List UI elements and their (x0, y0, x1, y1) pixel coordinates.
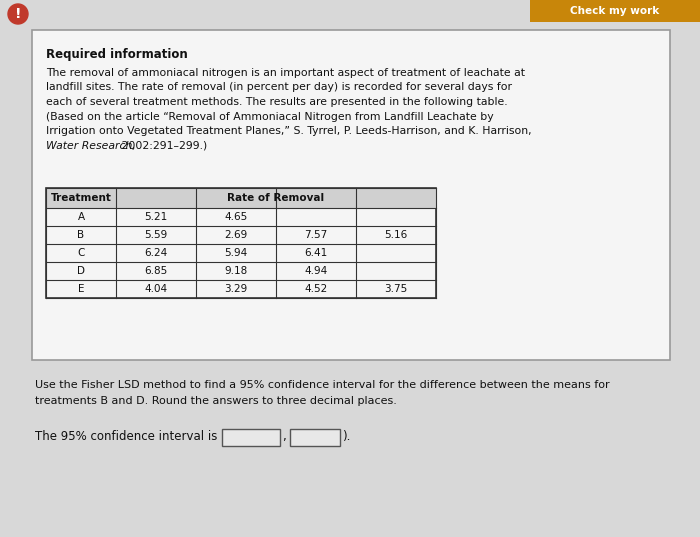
Text: Irrigation onto Vegetated Treatment Planes,” S. Tyrrel, P. Leeds-Harrison, and K: Irrigation onto Vegetated Treatment Plan… (46, 126, 531, 136)
Text: 6.24: 6.24 (144, 248, 167, 258)
FancyBboxPatch shape (530, 0, 700, 22)
Text: Check my work: Check my work (570, 6, 659, 16)
Text: 4.94: 4.94 (304, 266, 328, 276)
Text: Use the Fisher LSD method to find a 95% confidence interval for the difference b: Use the Fisher LSD method to find a 95% … (35, 380, 610, 390)
Text: 5.21: 5.21 (144, 212, 167, 222)
Text: 5.94: 5.94 (225, 248, 248, 258)
Text: A: A (78, 212, 85, 222)
Text: 4.65: 4.65 (225, 212, 248, 222)
FancyBboxPatch shape (290, 429, 340, 446)
FancyBboxPatch shape (46, 188, 436, 208)
FancyBboxPatch shape (32, 30, 670, 360)
Text: Water Research,: Water Research, (46, 141, 136, 150)
Text: 7.57: 7.57 (304, 230, 328, 240)
Text: B: B (78, 230, 85, 240)
Text: (Based on the article “Removal of Ammoniacal Nitrogen from Landfill Leachate by: (Based on the article “Removal of Ammoni… (46, 112, 494, 121)
Text: C: C (77, 248, 85, 258)
FancyBboxPatch shape (46, 188, 436, 298)
Text: 2002:291–299.): 2002:291–299.) (118, 141, 207, 150)
Text: !: ! (15, 7, 21, 21)
Text: each of several treatment methods. The results are presented in the following ta: each of several treatment methods. The r… (46, 97, 508, 107)
Text: 5.16: 5.16 (384, 230, 407, 240)
Text: 4.52: 4.52 (304, 284, 328, 294)
Text: 6.85: 6.85 (144, 266, 167, 276)
Text: The removal of ammoniacal nitrogen is an important aspect of treatment of leacha: The removal of ammoniacal nitrogen is an… (46, 68, 525, 78)
Text: Rate of Removal: Rate of Removal (228, 193, 325, 203)
Text: 3.75: 3.75 (384, 284, 407, 294)
Text: ,: , (282, 430, 286, 443)
Text: ).: ). (342, 430, 351, 443)
Text: treatments B and D. Round the answers to three decimal places.: treatments B and D. Round the answers to… (35, 396, 397, 406)
Text: 4.04: 4.04 (144, 284, 167, 294)
Text: 5.59: 5.59 (144, 230, 167, 240)
Text: D: D (77, 266, 85, 276)
Text: The 95% confidence interval is (: The 95% confidence interval is ( (35, 430, 225, 443)
Text: 3.29: 3.29 (225, 284, 248, 294)
Circle shape (8, 4, 28, 24)
Text: 6.41: 6.41 (304, 248, 328, 258)
Text: 9.18: 9.18 (225, 266, 248, 276)
Text: landfill sites. The rate of removal (in percent per day) is recorded for several: landfill sites. The rate of removal (in … (46, 83, 512, 92)
Text: E: E (78, 284, 84, 294)
Text: 2.69: 2.69 (225, 230, 248, 240)
Text: Treatment: Treatment (50, 193, 111, 203)
Text: Required information: Required information (46, 48, 188, 61)
FancyBboxPatch shape (222, 429, 280, 446)
